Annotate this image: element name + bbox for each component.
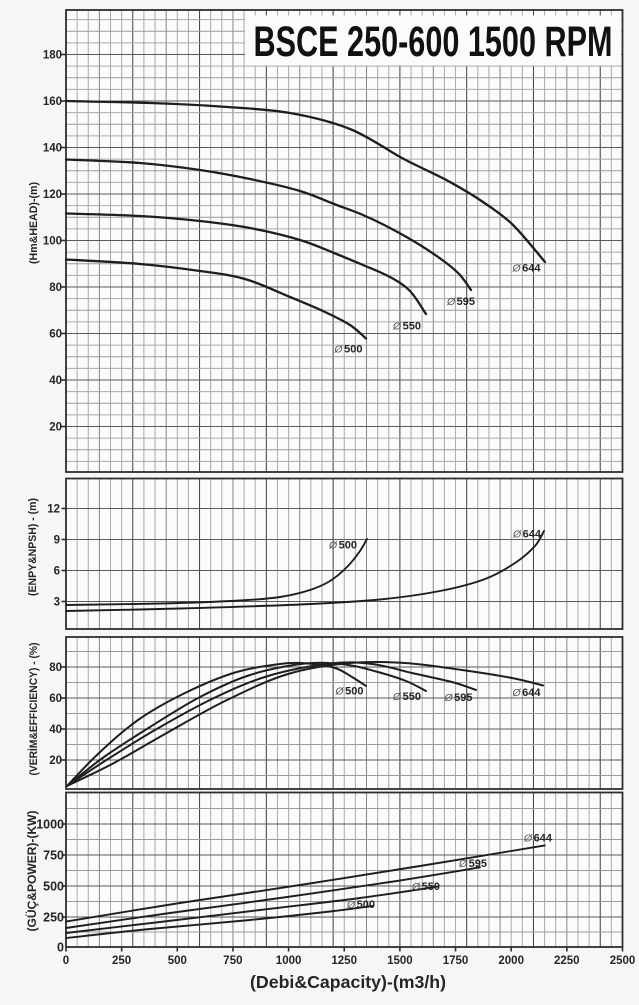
svg-text:40: 40 [49,375,62,387]
svg-text:160: 160 [43,96,62,108]
svg-text:3: 3 [54,597,60,609]
svg-text:(ENPY&NPSH) - (m): (ENPY&NPSH) - (m) [27,498,39,596]
svg-text:9: 9 [54,535,60,547]
svg-text:100: 100 [43,236,62,248]
svg-text:2500: 2500 [610,955,636,967]
svg-text:2000: 2000 [498,955,524,967]
svg-text:250: 250 [43,911,64,925]
svg-text:60: 60 [49,693,62,705]
svg-text:20: 20 [49,755,62,767]
svg-text:BSCE 250-600 1500 RPM: BSCE 250-600 1500 RPM [254,18,613,66]
svg-text:250: 250 [112,955,131,967]
svg-text:1500: 1500 [387,955,413,967]
svg-text:0: 0 [57,941,64,955]
svg-text:80: 80 [49,662,62,674]
svg-text:40: 40 [49,724,62,736]
svg-text:20: 20 [49,422,62,434]
svg-text:(Debi&Capacity)-(m3/h): (Debi&Capacity)-(m3/h) [250,972,446,992]
svg-text:1250: 1250 [331,955,357,967]
svg-text:6: 6 [54,566,60,578]
svg-text:(GÜÇ&POWER)-(KW): (GÜÇ&POWER)-(KW) [24,810,39,931]
svg-text:500: 500 [168,955,187,967]
svg-text:120: 120 [43,189,62,201]
svg-text:140: 140 [43,143,62,155]
svg-text:1000: 1000 [36,818,64,832]
svg-text:60: 60 [49,329,62,341]
svg-text:(VERİM&EFFICIENCY) - (%): (VERİM&EFFICIENCY) - (%) [27,642,40,775]
svg-text:0: 0 [63,955,69,967]
svg-text:750: 750 [43,849,64,863]
svg-text:(Hm&HEAD)-(m): (Hm&HEAD)-(m) [28,182,40,264]
svg-text:12: 12 [47,504,60,516]
svg-text:2250: 2250 [554,955,580,967]
svg-text:750: 750 [223,955,242,967]
svg-text:1000: 1000 [276,955,302,967]
svg-text:500: 500 [43,880,64,894]
svg-text:180: 180 [43,50,62,62]
svg-text:80: 80 [49,282,62,294]
svg-text:1750: 1750 [443,955,469,967]
